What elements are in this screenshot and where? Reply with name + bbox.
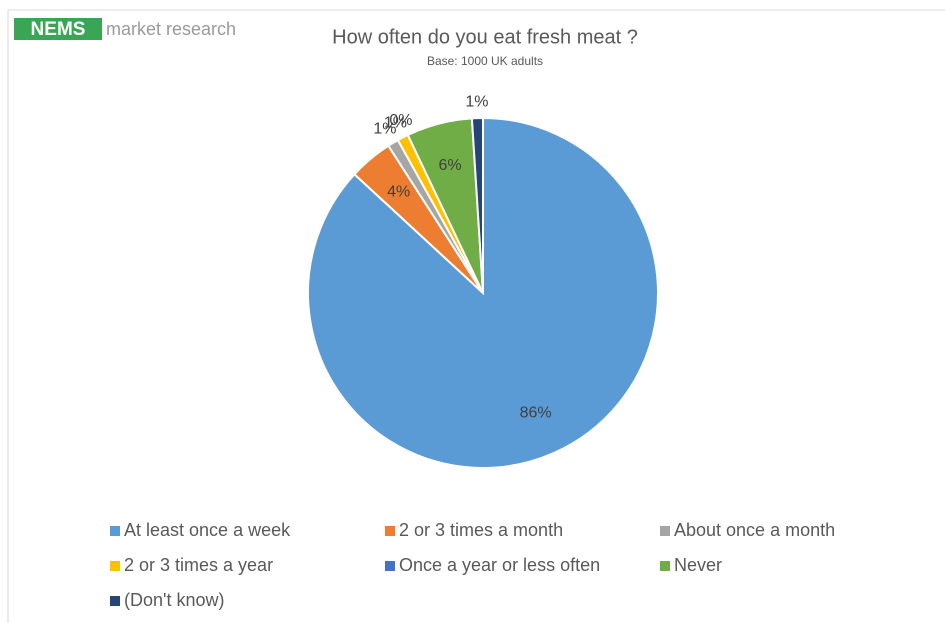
legend-label: Never <box>674 555 722 575</box>
chart-title: How often do you eat fresh meat ? <box>332 26 638 48</box>
data-label: 1% <box>373 120 396 137</box>
legend-label: (Don't know) <box>124 590 224 610</box>
legend-swatch <box>660 526 670 536</box>
logo-box <box>14 18 102 40</box>
legend-label: At least once a week <box>124 520 291 540</box>
data-label: 1% <box>465 93 488 110</box>
legend-swatch <box>385 526 395 536</box>
legend-label: Once a year or less often <box>399 555 600 575</box>
data-label: 4% <box>387 184 410 201</box>
legend-label: 2 or 3 times a year <box>124 555 273 575</box>
legend-swatch <box>385 561 395 571</box>
pie-slice <box>470 116 484 294</box>
legend-swatch <box>660 561 670 571</box>
chart-subtitle: Base: 1000 UK adults <box>427 54 543 68</box>
logo-tagline: market research <box>106 19 236 39</box>
legend-label: 2 or 3 times a month <box>399 520 563 540</box>
legend-label: About once a month <box>674 520 835 540</box>
data-label: 1% <box>384 114 407 131</box>
legend-swatch <box>110 596 120 606</box>
data-label: 0% <box>389 112 412 129</box>
legend-swatch <box>110 561 120 571</box>
data-label: 6% <box>438 157 461 174</box>
logo-brand: NEMS <box>31 19 86 40</box>
data-label: 86% <box>520 404 552 421</box>
legend-swatch <box>110 526 120 536</box>
